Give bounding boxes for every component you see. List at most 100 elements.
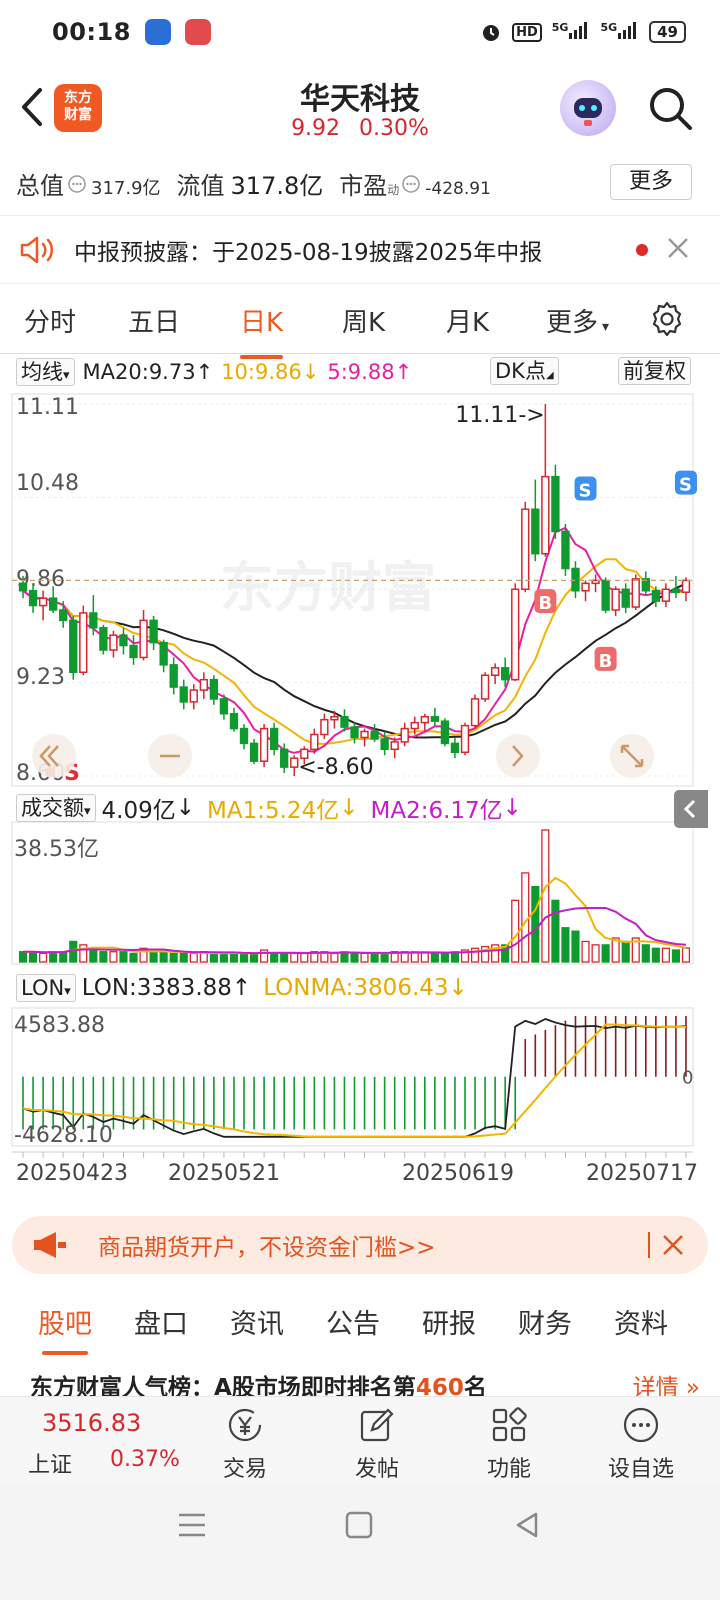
active-tab-underline — [240, 355, 284, 359]
lon-axis-bottom: -4628.10 — [14, 1123, 113, 1148]
volume-bar-up — [481, 945, 490, 963]
info-icon[interactable] — [67, 174, 87, 194]
chart-expand-button-glyph — [620, 744, 644, 768]
ma20-value: MA20:9.73 — [82, 360, 196, 384]
stock-header: 东方 财富 华天科技 9.92 0.30% — [0, 64, 720, 150]
close-icon[interactable] — [666, 236, 690, 260]
search-icon[interactable] — [646, 84, 696, 134]
stock-change-pct: 0.30% — [359, 116, 429, 141]
tab-five-day[interactable]: 五日 — [128, 308, 181, 338]
tab-intraday[interactable]: 分时 — [24, 308, 77, 338]
tab-news[interactable]: 资讯 — [230, 1309, 284, 1340]
volume-bar-down — [249, 952, 259, 963]
candle-down — [551, 475, 560, 533]
ma-selector[interactable]: 均线▾ — [16, 358, 75, 386]
chart-forward-button-glyph — [512, 745, 524, 767]
date-axis-label: 20250619 — [402, 1161, 514, 1186]
stock-price-line: 9.92 0.30% — [0, 116, 720, 141]
tab-weekly-k[interactable]: 周K — [342, 308, 386, 338]
back-icon[interactable] — [16, 84, 50, 130]
tab-financials[interactable]: 财务 — [518, 1309, 572, 1340]
stock-price: 9.92 — [291, 116, 341, 141]
lon-selector[interactable]: LON▾ — [16, 974, 76, 1002]
candle-down — [59, 609, 68, 622]
candle-down — [370, 730, 379, 740]
popularity-rank-peek[interactable]: 东方财富人气榜：A股市场即时排名第460名 详情 » — [30, 1368, 700, 1396]
tab-more[interactable]: 更多 ▾ — [546, 308, 610, 338]
date-axis-label: 20250521 — [168, 1161, 280, 1186]
volume-bar-up — [109, 951, 118, 963]
tab-announcements[interactable]: 公告 — [326, 1309, 380, 1340]
candle-down — [340, 715, 349, 728]
volume-bar-up — [541, 829, 550, 963]
tab-research[interactable]: 研报 — [422, 1309, 476, 1340]
back-triangle-icon[interactable] — [512, 1510, 542, 1540]
volume-bar-down — [149, 951, 158, 963]
notice-banner[interactable]: 中报预披露：于2025-08-19披露2025年中报 — [0, 216, 720, 284]
chart-rewind-button-glyph — [39, 745, 59, 767]
volume-bar-up — [591, 944, 600, 963]
kline-chart[interactable]: 11.1110.489.869.238.60东方财富11.11-><-8.60S… — [0, 390, 720, 1190]
volume-bar-down — [159, 951, 168, 963]
ai-assistant-robot-icon[interactable] — [560, 80, 616, 136]
tab-profile[interactable]: 资料 — [614, 1309, 668, 1340]
lon-panel-frame — [11, 1007, 694, 1147]
nav-add-watchlist[interactable]: 设自选 — [596, 1405, 686, 1483]
up-arrow-icon: ↑ — [394, 360, 413, 384]
home-icon[interactable] — [344, 1510, 374, 1540]
futures-ad-banner[interactable]: 商品期货开户，不设资金门槛>> — [12, 1216, 708, 1274]
notice-text: 中报预披露：于2025-08-19披露2025年中报 — [74, 239, 543, 266]
tab-monthly-k[interactable]: 月K — [446, 308, 490, 338]
pe-value: -428.91 — [425, 179, 491, 199]
candle-up — [390, 741, 399, 751]
candle-down — [531, 508, 540, 555]
volume-bar-down — [571, 930, 580, 963]
candle-up — [631, 578, 640, 608]
volume-bar-down — [671, 949, 680, 963]
nav-trade[interactable]: 交易 — [200, 1405, 290, 1483]
volume-selector[interactable]: 成交额▾ — [16, 794, 96, 822]
info-icon[interactable] — [401, 174, 421, 194]
price-axis-label: 9.23 — [16, 665, 65, 690]
nav-functions[interactable]: 功能 — [464, 1405, 554, 1483]
volume-legend: 成交额▾ 4.09亿 ↓ MA1:5.24亿 ↓ MA2:6.17亿 ↓ — [16, 792, 522, 824]
high-label: 11.11-> — [455, 403, 544, 428]
stats-more-button[interactable]: 更多 — [610, 164, 692, 200]
candle-down — [249, 742, 259, 762]
tab-order-book[interactable]: 盘口 — [134, 1309, 188, 1340]
volume-bar-up — [390, 951, 399, 963]
volume-ma1: MA1:5.24亿 — [207, 798, 340, 824]
stock-name: 华天科技 — [300, 82, 420, 117]
volume-bar-down — [561, 927, 570, 963]
megaphone-icon — [34, 1232, 66, 1258]
nav-post[interactable]: 发帖 — [332, 1405, 422, 1483]
dk-point-button[interactable]: DK点◢ — [490, 357, 559, 385]
candle-up — [581, 582, 590, 592]
volume-ma2-line — [23, 907, 687, 955]
yen-icon — [228, 1408, 262, 1442]
index-name: 上证 — [28, 1453, 73, 1478]
tab-forum[interactable]: 股吧 — [38, 1302, 92, 1355]
candle-down — [239, 727, 249, 745]
chart-forward-button — [496, 734, 540, 778]
gear-icon[interactable] — [648, 300, 686, 338]
side-collapse-tab[interactable] — [674, 790, 708, 828]
tab-daily-k[interactable]: 日K — [240, 302, 284, 359]
candle-up — [410, 721, 419, 730]
volume-bar-up — [139, 947, 148, 963]
volume-bar-down — [49, 951, 58, 963]
low-label: <-8.60 — [298, 755, 373, 780]
unread-dot — [636, 244, 648, 256]
app-logo[interactable]: 东方 财富 — [54, 84, 102, 132]
s-marker-text: S — [579, 481, 592, 502]
adjust-mode-button[interactable]: 前复权 — [618, 357, 691, 385]
menu-icon[interactable] — [176, 1510, 208, 1540]
candle-down — [169, 664, 178, 688]
b-marker — [594, 646, 617, 671]
down-arrow-icon: ↓ — [301, 360, 320, 384]
peek-detail-link[interactable]: 详情 » — [632, 1375, 700, 1396]
close-icon[interactable] — [662, 1234, 684, 1256]
volume-bar-down — [440, 952, 449, 963]
peek-rank: 460 — [415, 1375, 464, 1396]
candle-up — [400, 727, 409, 743]
